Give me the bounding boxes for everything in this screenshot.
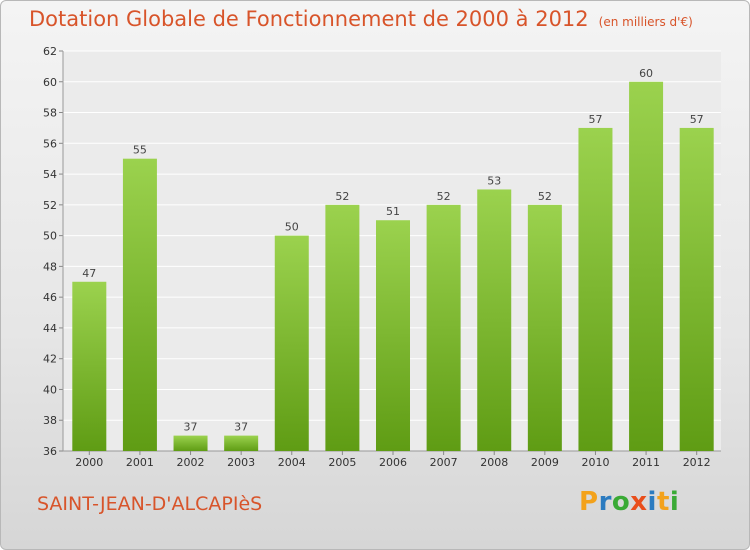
bar (426, 204, 461, 451)
x-tick-label: 2009 (531, 456, 559, 469)
x-tick-label: 2001 (126, 456, 154, 469)
bar-value-label: 60 (639, 67, 653, 80)
bar (224, 435, 259, 451)
x-tick-label: 2000 (75, 456, 103, 469)
bar (122, 158, 157, 451)
y-tick-label: 48 (43, 260, 57, 273)
x-tick-label: 2005 (328, 456, 356, 469)
bar-value-label: 50 (285, 221, 299, 234)
x-tick-label: 2007 (430, 456, 458, 469)
x-tick-label: 2012 (683, 456, 711, 469)
logo-letter: P (579, 487, 599, 517)
bar (679, 127, 714, 451)
bar-value-label: 52 (335, 190, 349, 203)
city-name: SAINT-JEAN-D'ALCAPIèS (37, 493, 263, 515)
bar-value-label: 53 (487, 174, 501, 187)
bar-value-label: 47 (82, 267, 96, 280)
chart-unit: (en milliers d'€) (598, 15, 693, 29)
x-tick-label: 2010 (581, 456, 609, 469)
bar-value-label: 37 (234, 421, 248, 434)
y-tick-label: 44 (43, 322, 57, 335)
bar (72, 281, 107, 451)
bar (274, 235, 309, 451)
bar (173, 435, 208, 451)
y-tick-label: 56 (43, 137, 57, 150)
bar (376, 220, 410, 451)
y-tick-label: 40 (43, 383, 57, 396)
chart-title: Dotation Globale de Fonctionnement de 20… (29, 7, 693, 31)
y-tick-label: 50 (43, 230, 57, 243)
x-tick-label: 2008 (480, 456, 508, 469)
logo-letter: o (611, 487, 631, 517)
logo-letter: i (669, 487, 680, 517)
bar-value-label: 52 (538, 190, 552, 203)
bar (325, 204, 360, 451)
bar-value-label: 55 (133, 144, 147, 157)
bar-value-label: 51 (386, 205, 400, 218)
bar (477, 189, 512, 451)
y-tick-label: 36 (43, 445, 57, 458)
proxiti-logo[interactable]: Proxiti (579, 487, 679, 517)
bar (527, 204, 562, 451)
x-tick-label: 2006 (379, 456, 407, 469)
y-tick-label: 46 (43, 291, 57, 304)
bar-value-label: 37 (184, 421, 198, 434)
y-tick-label: 42 (43, 353, 57, 366)
x-tick-label: 2011 (632, 456, 660, 469)
bar (578, 127, 613, 451)
chart-title-text: Dotation Globale de Fonctionnement de 20… (29, 7, 589, 31)
logo-letter: x (630, 487, 648, 517)
logo-letter: r (598, 487, 612, 517)
y-tick-label: 62 (43, 45, 57, 58)
logo-letter: t (656, 487, 670, 517)
bar-value-label: 57 (690, 113, 704, 126)
bar-value-label: 52 (437, 190, 451, 203)
bar-value-label: 57 (588, 113, 602, 126)
y-tick-label: 60 (43, 76, 57, 89)
bar (629, 81, 664, 452)
x-tick-label: 2003 (227, 456, 255, 469)
y-tick-label: 58 (43, 107, 57, 120)
x-tick-label: 2002 (177, 456, 205, 469)
y-tick-label: 54 (43, 168, 57, 181)
y-tick-label: 38 (43, 414, 57, 427)
y-tick-label: 52 (43, 199, 57, 212)
x-tick-label: 2004 (278, 456, 306, 469)
logo-letter: i (647, 487, 657, 517)
